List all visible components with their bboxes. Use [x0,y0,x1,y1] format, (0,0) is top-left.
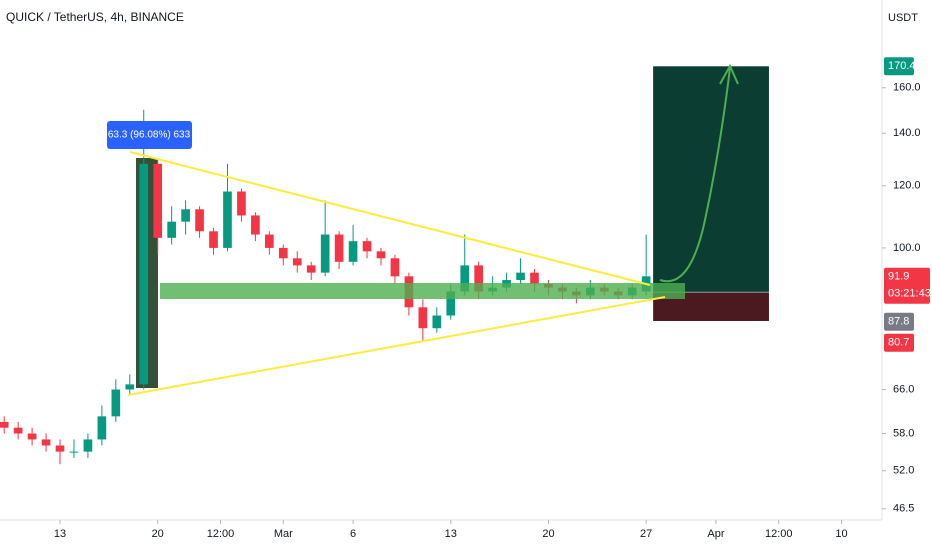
candle-body [111,389,121,417]
y-tick-label: 100.0 [893,242,921,254]
trend-line-lower [127,296,666,396]
support-zone [160,283,685,299]
stop-label: 80.7 [888,337,909,349]
candle-body [41,439,51,446]
candle-body [432,315,442,329]
y-tick-label: 66.0 [893,383,914,395]
measure-label: 63.3 (96.08%) 633 [108,130,191,141]
candle-body [334,234,344,262]
projection-arrow [659,67,731,283]
candle-body [516,272,525,281]
candle-body [348,241,358,262]
x-tick-label: Mar [274,528,293,540]
candle-body [153,163,163,238]
candle-body [530,272,539,284]
candle-body [125,384,135,390]
candle-body [418,307,428,329]
countdown-label: 03:21:43 [888,288,931,300]
candle-body [474,265,484,292]
stop-label-bg [884,333,914,352]
price-unit: USDT [888,12,918,24]
position-target-zone [653,66,769,293]
last-price-bg [884,267,930,304]
candle-body [251,215,260,235]
x-tick-label: 20 [542,528,554,540]
trend-line-upper [129,151,651,286]
candle-body [27,433,37,440]
y-tick-label: 120.0 [893,180,921,192]
x-tick-label: 12:00 [207,528,235,540]
projection-arrowhead [719,63,739,85]
candle-body [237,191,246,216]
candle-body [320,234,330,273]
x-tick-label: 10 [835,528,847,540]
candle-body [292,258,302,266]
candle-body [97,416,107,440]
candle-body [167,221,176,238]
candle-body [181,209,190,222]
candle-body [55,445,65,452]
x-tick-label: Apr [707,528,724,540]
drawings: 63.3 (96.08%) 633 [107,63,739,396]
x-tick-label: 13 [54,528,66,540]
candle-body [362,241,372,252]
target-label: 170.4 [888,60,916,72]
candle-body [376,251,386,259]
candle-body [223,191,232,248]
x-tick-label: 13 [445,528,457,540]
candle-body [446,291,456,316]
y-tick-label: 140.0 [893,127,921,139]
chart-title: QUICK / TetherUS, 4h, BINANCE [6,10,184,24]
candle-body [265,234,274,248]
x-tick-label: 20 [152,528,164,540]
candle-body [209,231,218,248]
candle-body [460,265,470,292]
candle-body [13,427,23,434]
candle-body [390,258,400,277]
candle-body [69,451,79,453]
measure-label-box [107,121,192,149]
last-price-label: 91.9 [888,271,909,283]
y-tick-label: 58.0 [893,427,914,439]
x-tick-label: 12:00 [765,528,793,540]
y-tick-label: 46.5 [893,503,914,515]
candle-body [0,421,9,428]
candle-body [278,247,288,259]
x-tick-label: 27 [640,528,652,540]
candle-body [139,163,149,385]
candles [0,109,651,465]
entry-label-bg [884,312,914,331]
candle-body [306,265,316,273]
target-label-bg [884,57,914,76]
entry-label: 87.8 [888,316,909,328]
candle-body [195,209,204,232]
candle-body [83,439,93,452]
x-tick-label: 6 [350,528,356,540]
y-tick-label: 160.0 [893,82,921,94]
y-tick-label: 52.0 [893,465,914,477]
